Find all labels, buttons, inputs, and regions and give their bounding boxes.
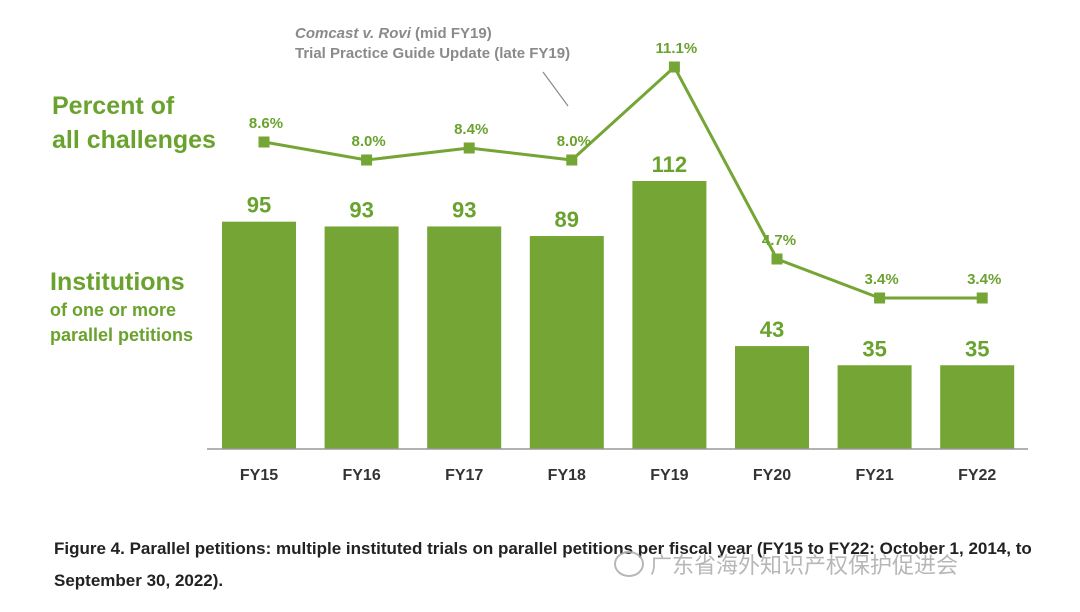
bar-fy15	[222, 221, 296, 449]
annotation-case-name: Comcast v. Rovi	[295, 25, 412, 42]
x-tick-label: FY15	[240, 467, 278, 484]
percent-marker	[361, 154, 373, 166]
annotation-case-suffix: (mid FY19)	[411, 25, 492, 42]
x-tick-labels: FY15 FY16 FY17 FY18 FY19 FY20 FY21 FY22	[240, 467, 997, 484]
x-tick-label: FY18	[548, 467, 586, 484]
bar-fy19	[632, 181, 707, 449]
parallel-petitions-chart: Percent of all challenges Institutions o…	[50, 25, 1028, 484]
percent-marker	[566, 154, 578, 166]
institutions-subtitle-line1: of one or more	[50, 300, 176, 320]
bar-fy20	[735, 346, 809, 449]
bar-fy17	[427, 226, 502, 449]
bar-value-label: 112	[652, 152, 688, 177]
watermark: 广东省海外知识产权保护促进会	[614, 548, 958, 580]
institutions-subtitle-line2: parallel petitions	[50, 325, 193, 345]
percent-title-line2: all challenges	[52, 126, 216, 154]
percent-value-label: 8.4%	[454, 121, 488, 138]
x-tick-label: FY17	[445, 467, 483, 484]
x-tick-label: FY20	[753, 467, 791, 484]
percent-value-label: 4.7%	[762, 232, 796, 249]
x-tick-label: FY22	[958, 467, 996, 484]
x-tick-label: FY19	[650, 467, 688, 484]
bar-value-label: 93	[349, 197, 373, 222]
percent-marker	[463, 142, 475, 154]
bar-fy21	[837, 365, 912, 449]
bar-value-label: 35	[965, 336, 989, 361]
x-tick-label: FY21	[855, 467, 893, 484]
bar-value-label: 95	[247, 193, 271, 218]
percent-marker	[976, 292, 988, 304]
bar-fy22	[940, 365, 1015, 449]
bars-group: 95 93 93 89 112 43 35 35	[222, 152, 1015, 449]
percent-marker	[771, 253, 783, 265]
bar-value-label: 93	[452, 197, 476, 222]
bar-value-label: 43	[760, 317, 784, 342]
figure-caption: Figure 4. Parallel petitions: multiple i…	[54, 539, 1032, 590]
bar-value-label: 89	[555, 207, 579, 232]
annotation-leader-line	[542, 71, 569, 107]
percent-line	[263, 64, 983, 300]
percent-line-group: 8.6% 8.0% 8.4% 8.0% 11.1% 4.7% 3.4% 3.4%	[249, 40, 1001, 304]
percent-value-label: 8.0%	[351, 133, 385, 150]
wechat-icon	[614, 551, 644, 577]
percent-marker	[668, 61, 680, 73]
percent-marker	[874, 292, 886, 304]
percent-value-label: 11.1%	[656, 40, 698, 57]
x-tick-label: FY16	[342, 467, 380, 484]
bar-fy16	[324, 226, 399, 449]
percent-marker	[258, 136, 270, 148]
bar-value-label: 35	[862, 336, 886, 361]
institutions-title: Institutions	[50, 268, 185, 296]
percent-value-label: 8.6%	[249, 115, 283, 132]
percent-title-line1: Percent of	[52, 92, 175, 120]
annotation-line2: Trial Practice Guide Update (late FY19)	[295, 45, 570, 62]
bar-fy18	[529, 236, 604, 449]
percent-value-label: 3.4%	[864, 271, 898, 288]
annotation-line1: Comcast v. Rovi (mid FY19)	[295, 25, 492, 42]
percent-value-label: 8.0%	[557, 133, 591, 150]
watermark-text: 广东省海外知识产权保护促进会	[650, 554, 959, 579]
percent-value-label: 3.4%	[967, 271, 1001, 288]
